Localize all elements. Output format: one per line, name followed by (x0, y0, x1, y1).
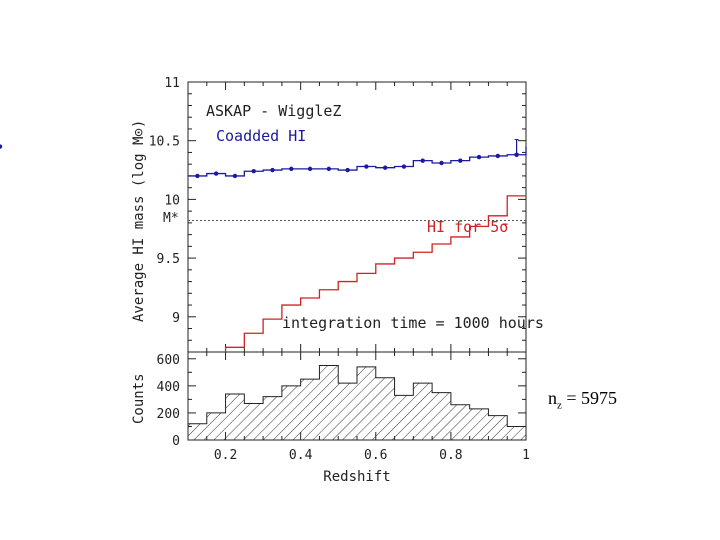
coadded-point (213, 171, 219, 176)
histogram-outline (187, 365, 527, 441)
top-ticks: 9 9.5 10 10.5 11 (149, 76, 527, 352)
coadded-point (251, 169, 256, 174)
detection-step-line (224, 195, 526, 352)
x-axis-title: Redshift (323, 469, 390, 485)
coadded-point (401, 164, 407, 169)
coadded-label: Coadded HI (216, 127, 306, 145)
bottom-y-axis-title: Counts (131, 373, 147, 424)
coadded-series (0, 139, 527, 179)
x-tick-label: 1 (522, 448, 530, 463)
histogram-fill (188, 365, 526, 440)
coadded-point (232, 173, 238, 179)
coadded-point (364, 164, 369, 169)
coadded-point (307, 166, 313, 172)
coadded-point (420, 158, 425, 163)
detection-series (224, 195, 526, 352)
x-tick-label: 0.8 (439, 448, 462, 463)
coadded-point (270, 167, 275, 173)
x-tick-label: 0.6 (364, 448, 387, 463)
top-panel-frame (187, 81, 527, 353)
coadded-point (458, 158, 463, 163)
coadded-point (382, 165, 388, 170)
coadded-point (195, 173, 200, 179)
coadded-point (439, 160, 444, 166)
sample-size-label: nz = 5975 (548, 388, 618, 412)
coadded-point (345, 167, 350, 173)
top-y-tick-label: 9.5 (157, 252, 180, 267)
coadded-point (495, 153, 501, 159)
coadded-step-line (188, 146, 527, 177)
top-y-tick-label: 9 (172, 311, 180, 326)
top-y-tick-label: 10.5 (149, 135, 180, 150)
integration-time-label: integration time = 1000 hours (282, 314, 544, 332)
top-y-tick-label: 10 (164, 193, 180, 208)
coadded-point (0, 144, 3, 149)
coadded-point (476, 154, 482, 160)
top-y-tick-label: 11 (164, 76, 180, 91)
x-tick-label: 0.2 (214, 448, 237, 463)
coadded-point (289, 166, 294, 172)
x-tick-label: 0.4 (289, 448, 313, 463)
top-y-axis-title: Average HI mass (log M⊙) (131, 120, 147, 322)
chart-title: ASKAP - WiggleZ (206, 102, 341, 120)
bottom-y-tick-label: 200 (157, 407, 180, 422)
bottom-y-tick-label: 600 (157, 353, 180, 368)
bottom-y-tick-label: 400 (157, 380, 180, 395)
mstar-label: M* (163, 211, 179, 226)
bottom-y-tick-label: 0 (172, 434, 180, 449)
coadded-point (326, 166, 332, 172)
